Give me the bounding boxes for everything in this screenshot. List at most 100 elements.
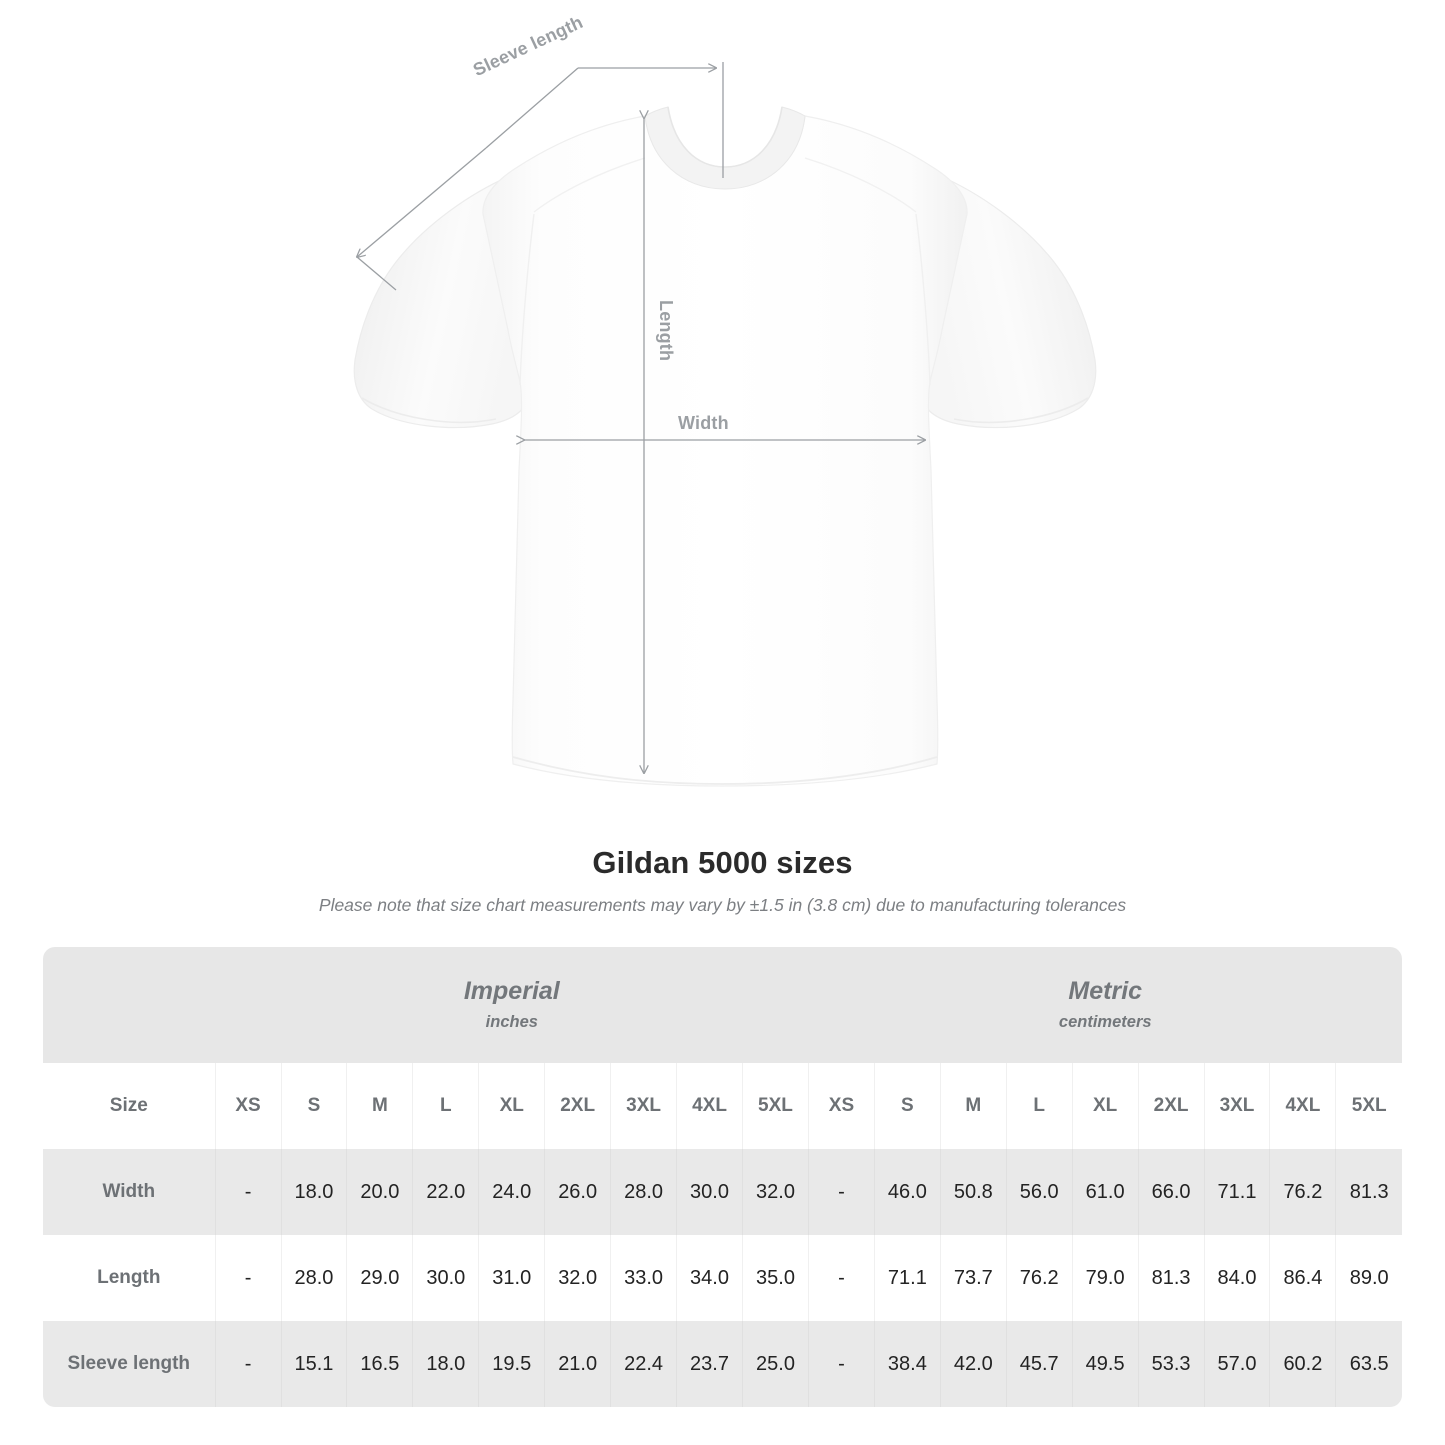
cell-sleeve-length-metric-l: 45.7 <box>1005 1321 1073 1407</box>
cell-width-imperial-2xl: 26.0 <box>544 1149 611 1235</box>
tolerance-note: Please note that size chart measurements… <box>318 895 1127 915</box>
cell-length-imperial-4xl: 34.0 <box>676 1235 743 1321</box>
right-armhole-seam <box>915 213 931 386</box>
unit-system-unit: inches <box>485 1013 538 1032</box>
cell-width-metric-s: 46.0 <box>873 1149 941 1235</box>
cell-width-metric-xs: - <box>808 1149 875 1235</box>
page-title: Gildan 5000 sizes <box>592 845 853 880</box>
cell-sleeve-length-imperial-xs: - <box>214 1321 282 1407</box>
cell-length-imperial-xs: - <box>214 1235 282 1321</box>
cell-length-metric-5xl: 89.0 <box>1335 1235 1402 1321</box>
unit-system-header-metric: Metric centimeters <box>808 947 1402 1063</box>
cell-length-metric-s: 71.1 <box>873 1235 941 1321</box>
cell-width-imperial-3xl: 28.0 <box>610 1149 677 1235</box>
cell-length-imperial-s: 28.0 <box>280 1235 347 1321</box>
size-header-cell-imperial-3xl: 3XL <box>610 1063 677 1149</box>
size-header-cell-metric-3xl: 3XL <box>1203 1063 1270 1149</box>
cell-sleeve-length-imperial-m: 16.5 <box>346 1321 413 1407</box>
cell-sleeve-length-metric-3xl: 57.0 <box>1203 1321 1270 1407</box>
width-label: Width <box>678 413 729 433</box>
cell-length-metric-3xl: 84.0 <box>1203 1235 1270 1321</box>
cell-length-imperial-3xl: 33.0 <box>610 1235 677 1321</box>
size-header-cell-metric-l: L <box>1005 1063 1073 1149</box>
cell-width-metric-4xl: 76.2 <box>1269 1149 1336 1235</box>
size-header-row: Size XS S M L XL 2XL 3XL 4XL 5XL XS S M L XL 2XL 3XL 4XL… <box>43 1063 1402 1149</box>
left-sleeve-hem <box>361 397 497 424</box>
tshirt-diagram: Sleeve length Length Width <box>353 12 1097 787</box>
cell-length-metric-xl: 79.0 <box>1071 1235 1139 1321</box>
left-shoulder-seam <box>533 157 646 213</box>
size-header-cell-imperial-m: M <box>346 1063 413 1149</box>
table-row: Length -28.0 29.0 30.0 31.0 32.0 33.0 34.0 35.0-… <box>43 1235 1402 1321</box>
cell-width-metric-3xl: 71.1 <box>1203 1149 1270 1235</box>
size-header-cell-metric-m: M <box>939 1063 1007 1149</box>
row-label-width: Width <box>102 1181 156 1202</box>
cell-length-metric-4xl: 86.4 <box>1269 1235 1336 1321</box>
unit-system-name: Imperial <box>463 976 560 1005</box>
size-header-cell-imperial-xl: XL <box>478 1063 545 1149</box>
unit-system-header-row: Imperial inches Metric centimeters <box>43 947 1402 1063</box>
cell-width-metric-5xl: 81.3 <box>1335 1149 1402 1235</box>
unit-system-unit: centimeters <box>1058 1013 1152 1032</box>
table-row: Sleeve length -15.1 16.5 18.0 19.5 21.0 22.4 23… <box>43 1321 1402 1407</box>
unit-header-spacer <box>43 947 216 1063</box>
cell-sleeve-length-metric-4xl: 60.2 <box>1269 1321 1336 1407</box>
cell-width-metric-m: 50.8 <box>939 1149 1007 1235</box>
chart-heading: Gildan 5000 sizes Please note that size … <box>0 845 1445 916</box>
table-row: Width -18.0 20.0 22.0 24.0 26.0 28.0 30.0 32.0-4… <box>43 1149 1402 1235</box>
right-shoulder-seam <box>804 157 917 213</box>
cell-sleeve-length-imperial-5xl: 25.0 <box>741 1321 809 1407</box>
cell-sleeve-length-metric-m: 42.0 <box>939 1321 1007 1407</box>
size-header-cell-imperial-5xl: 5XL <box>741 1063 809 1149</box>
size-header-cell-imperial-s: S <box>280 1063 347 1149</box>
cell-sleeve-length-metric-xl: 49.5 <box>1071 1321 1139 1407</box>
cell-sleeve-length-metric-s: 38.4 <box>873 1321 941 1407</box>
size-header-cell-metric-s: S <box>873 1063 941 1149</box>
cell-length-metric-m: 73.7 <box>939 1235 1007 1321</box>
size-chart-table: Imperial inches Metric centimeters Size XS S… <box>43 947 1402 1407</box>
size-header-cell-imperial-xs: XS <box>214 1063 282 1149</box>
size-header-cell-metric-4xl: 4XL <box>1269 1063 1336 1149</box>
cell-length-metric-xs: - <box>808 1235 875 1321</box>
size-header-label: Size <box>109 1095 148 1116</box>
unit-system-name: Metric <box>1068 976 1143 1005</box>
cell-length-imperial-xl: 31.0 <box>478 1235 545 1321</box>
cell-length-metric-2xl: 81.3 <box>1137 1235 1205 1321</box>
cell-length-imperial-2xl: 32.0 <box>544 1235 611 1321</box>
cell-width-imperial-4xl: 30.0 <box>676 1149 743 1235</box>
cell-sleeve-length-imperial-3xl: 22.4 <box>610 1321 677 1407</box>
cell-sleeve-length-imperial-l: 18.0 <box>412 1321 479 1407</box>
tshirt-illustration <box>353 62 1097 787</box>
size-header-cell-imperial-4xl: 4XL <box>676 1063 743 1149</box>
cell-sleeve-length-imperial-xl: 19.5 <box>478 1321 545 1407</box>
cell-width-metric-l: 56.0 <box>1005 1149 1073 1235</box>
shirt-body <box>482 115 968 787</box>
cell-width-imperial-xs: - <box>214 1149 282 1235</box>
size-header-cell-imperial-l: L <box>412 1063 479 1149</box>
size-header-cell-metric-xs: XS <box>808 1063 875 1149</box>
cell-length-metric-l: 76.2 <box>1005 1235 1073 1321</box>
size-header-cell-metric-2xl: 2XL <box>1137 1063 1205 1149</box>
size-header-cell-metric-xl: XL <box>1071 1063 1139 1149</box>
cell-length-imperial-m: 29.0 <box>346 1235 413 1321</box>
cell-sleeve-length-imperial-2xl: 21.0 <box>544 1321 611 1407</box>
cell-width-metric-xl: 61.0 <box>1071 1149 1139 1235</box>
cell-width-imperial-l: 22.0 <box>412 1149 479 1235</box>
sleeve-length-arrow <box>357 62 724 291</box>
cell-sleeve-length-metric-xs: - <box>808 1321 875 1407</box>
size-chart-table-container: Imperial inches Metric centimeters Size XS S… <box>43 947 1402 1407</box>
right-sleeve-hem <box>953 397 1089 424</box>
length-label: Length <box>656 300 676 362</box>
cell-width-metric-2xl: 66.0 <box>1137 1149 1205 1235</box>
cell-sleeve-length-metric-5xl: 63.5 <box>1335 1321 1402 1407</box>
cell-sleeve-length-imperial-s: 15.1 <box>280 1321 347 1407</box>
size-header-cell-imperial-2xl: 2XL <box>544 1063 611 1149</box>
cell-length-imperial-5xl: 35.0 <box>741 1235 809 1321</box>
collar-inner-line <box>667 106 783 168</box>
cell-sleeve-length-imperial-4xl: 23.7 <box>676 1321 743 1407</box>
cell-sleeve-length-metric-2xl: 53.3 <box>1137 1321 1205 1407</box>
cell-width-imperial-m: 20.0 <box>346 1149 413 1235</box>
row-label-sleeve-length: Sleeve length <box>67 1353 191 1374</box>
cell-length-imperial-l: 30.0 <box>412 1235 479 1321</box>
cell-width-imperial-s: 18.0 <box>280 1149 347 1235</box>
